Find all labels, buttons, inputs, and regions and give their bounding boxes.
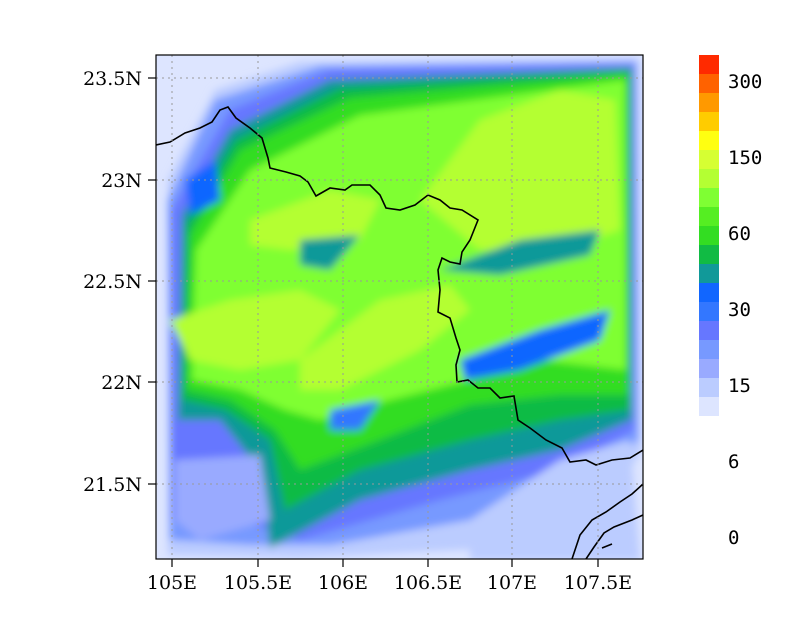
- contour-light-lower-left: [175, 455, 270, 540]
- country-border: [156, 106, 643, 466]
- lat-label-23-5n: 23.5N: [83, 68, 142, 90]
- lat-label-21-5n: 21.5N: [83, 474, 142, 496]
- contour-yellow-green-4: [250, 190, 380, 250]
- colorbar-swatch: [699, 74, 719, 93]
- map-frame: [155, 54, 644, 560]
- colorbar-label-60: 60: [728, 223, 751, 245]
- colorbar-label-15: 15: [728, 375, 751, 397]
- colorbar-swatch: [699, 131, 719, 150]
- latitude-labels: 23.5N 23N 22.5N 22N 21.5N: [83, 68, 142, 496]
- colorbar-label-30: 30: [728, 299, 751, 321]
- colorbar-swatch: [699, 340, 719, 359]
- contour-blue-streak-1: [460, 310, 610, 380]
- colorbar-label-300: 300: [728, 71, 762, 93]
- colorbar-label-150: 150: [728, 147, 762, 169]
- colorbar-swatch: [699, 55, 719, 74]
- coastline: [571, 483, 643, 559]
- lon-label-107-5e: 107.5E: [564, 572, 632, 594]
- tick-marks: [148, 77, 599, 567]
- lon-label-107e: 107E: [487, 572, 537, 594]
- contour-teal-streak-2: [440, 230, 600, 275]
- colorbar-swatch: [699, 397, 719, 416]
- colorbar-swatch: [699, 112, 719, 131]
- lon-label-105-5e: 105.5E: [224, 572, 292, 594]
- contour-yellow-green-2: [170, 290, 340, 370]
- colorbar-swatch: [699, 226, 719, 245]
- colorbar-swatch: [699, 283, 719, 302]
- lon-label-106-5e: 106.5E: [394, 572, 462, 594]
- colorbar-swatch: [699, 264, 719, 283]
- contour-teal-streak-1: [300, 235, 360, 270]
- colorbar-swatch: [699, 359, 719, 378]
- colorbar-label-0: 0: [728, 527, 739, 549]
- colorbar-label-6: 6: [728, 451, 739, 473]
- grid-lines: [156, 55, 643, 559]
- colorbar-swatch: [699, 93, 719, 112]
- colorbar-swatch: [699, 188, 719, 207]
- colorbar-swatch: [699, 321, 719, 340]
- lat-label-23n: 23N: [101, 170, 142, 192]
- colorbar-swatch: [699, 245, 719, 264]
- colorbar-swatch: [699, 302, 719, 321]
- colorbar-swatch: [699, 169, 719, 188]
- contour-yellow-green-1: [420, 90, 620, 250]
- precipitation-contours: [168, 58, 642, 559]
- lat-label-22-5n: 22.5N: [83, 271, 142, 293]
- colorbar-swatch: [699, 150, 719, 169]
- lon-label-106e: 106E: [318, 572, 368, 594]
- longitude-labels: 105E 105.5E 106E 106.5E 107E 107.5E: [147, 572, 632, 594]
- contour-blue-streak-2: [185, 160, 220, 215]
- colorbar-swatch: [699, 207, 719, 226]
- contour-yellow-green-3: [300, 285, 470, 390]
- colorbar-labels: 300 150 60 30 15 6 0: [728, 71, 762, 549]
- lat-label-22n: 22N: [101, 372, 142, 394]
- lon-label-105e: 105E: [147, 572, 197, 594]
- map-plot-area: [156, 55, 643, 559]
- colorbar-swatch: [699, 378, 719, 397]
- colorbar: [699, 55, 719, 416]
